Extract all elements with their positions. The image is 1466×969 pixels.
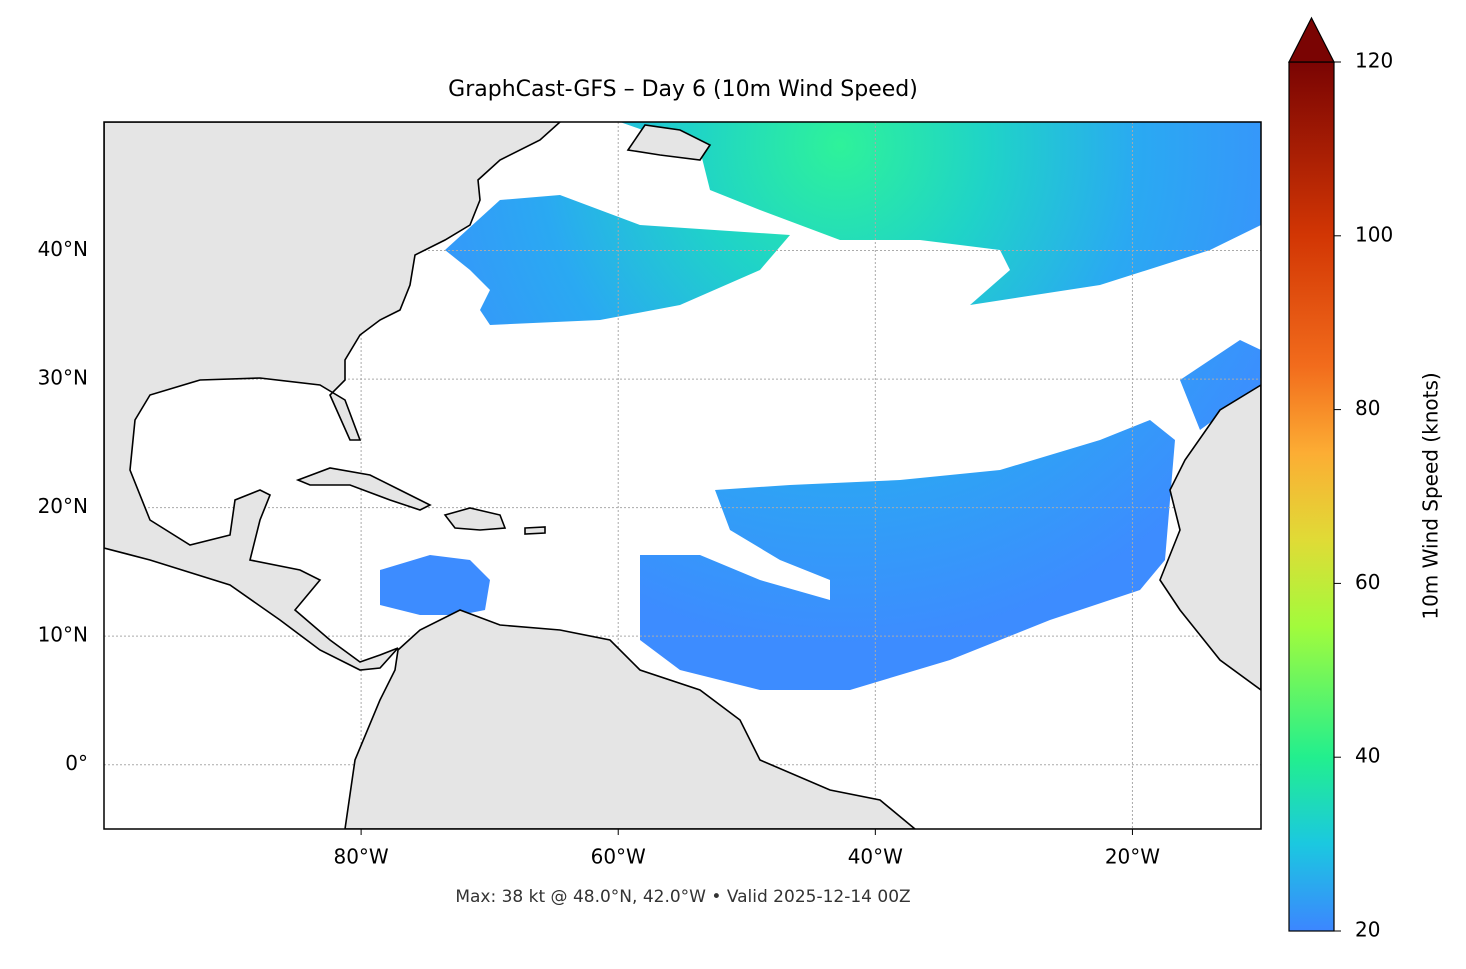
y-tick-label: 30°N bbox=[38, 366, 88, 390]
north-america bbox=[104, 122, 562, 671]
wind-region bbox=[380, 555, 490, 615]
chart-title: GraphCast-GFS – Day 6 (10m Wind Speed) bbox=[448, 77, 918, 102]
colorbar-tick-label: 40 bbox=[1355, 744, 1380, 768]
footer-note: Max: 38 kt @ 48.0°N, 42.0°W • Valid 2025… bbox=[455, 887, 910, 907]
x-tick-label: 20°W bbox=[1105, 845, 1160, 869]
puerto-rico bbox=[524, 526, 546, 535]
wind-region bbox=[445, 195, 790, 325]
y-tick-label: 40°N bbox=[38, 237, 88, 261]
y-tick-label: 10°N bbox=[38, 623, 88, 647]
south-america bbox=[344, 609, 917, 829]
colorbar-tick-label: 60 bbox=[1355, 570, 1380, 594]
x-tick-label: 60°W bbox=[591, 845, 646, 869]
colorbar-extend bbox=[1288, 16, 1335, 63]
x-tick-label: 40°W bbox=[848, 845, 903, 869]
map-frame bbox=[103, 121, 1262, 830]
y-tick-label: 0° bbox=[65, 751, 88, 775]
colorbar-tick-label: 80 bbox=[1355, 396, 1380, 420]
wind-region bbox=[640, 420, 1175, 690]
x-tick-label: 80°W bbox=[333, 845, 388, 869]
wind-region bbox=[620, 122, 1261, 305]
hispaniola bbox=[443, 507, 507, 531]
cuba bbox=[295, 467, 432, 511]
wind-field bbox=[380, 122, 1261, 690]
colorbar-tick-label: 20 bbox=[1355, 918, 1380, 942]
colorbar bbox=[1288, 61, 1335, 932]
newfoundland bbox=[626, 124, 712, 161]
colorbar-tick-label: 120 bbox=[1355, 49, 1393, 73]
africa bbox=[1159, 384, 1261, 691]
wind-region bbox=[1180, 340, 1261, 430]
colorbar-tick-label: 100 bbox=[1355, 222, 1393, 246]
map bbox=[104, 122, 1261, 829]
y-tick-label: 20°N bbox=[38, 494, 88, 518]
colorbar-label: 10m Wind Speed (knots) bbox=[1419, 372, 1443, 619]
